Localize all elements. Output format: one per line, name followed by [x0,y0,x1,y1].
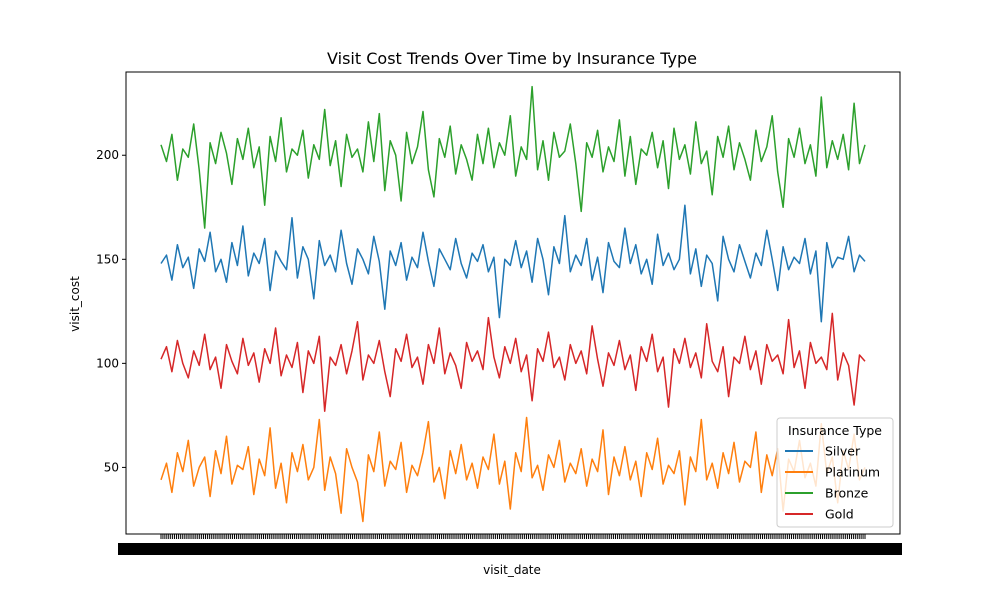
legend-label-platinum: Platinum [825,465,880,480]
x-axis-ticks [118,534,902,555]
y-tick-label: 150 [96,252,119,266]
legend-title: Insurance Type [788,423,882,438]
chart-title: Visit Cost Trends Over Time by Insurance… [327,49,697,68]
legend-box [776,417,894,528]
series-line-bronze [160,85,866,229]
y-tick-label: 200 [96,148,119,162]
series-line-platinum [160,416,866,523]
legend-label-gold: Gold [825,507,854,522]
plot-area-frame [125,71,901,535]
legend: Insurance Type Silver Platinum Bronze Gold [776,417,894,528]
y-axis-label: visit_cost [68,276,82,332]
x-tick-labels-overlap [118,543,902,555]
x-axis-label: visit_date [483,563,541,577]
legend-label-silver: Silver [825,444,861,459]
y-tick-label: 100 [96,356,119,370]
series-line-silver [160,204,866,323]
series-line-gold [160,312,866,412]
y-axis-ticks: 50 100 150 200 [96,148,126,474]
legend-label-bronze: Bronze [825,486,869,501]
y-tick-label: 50 [104,460,119,474]
series-lines [160,85,866,523]
